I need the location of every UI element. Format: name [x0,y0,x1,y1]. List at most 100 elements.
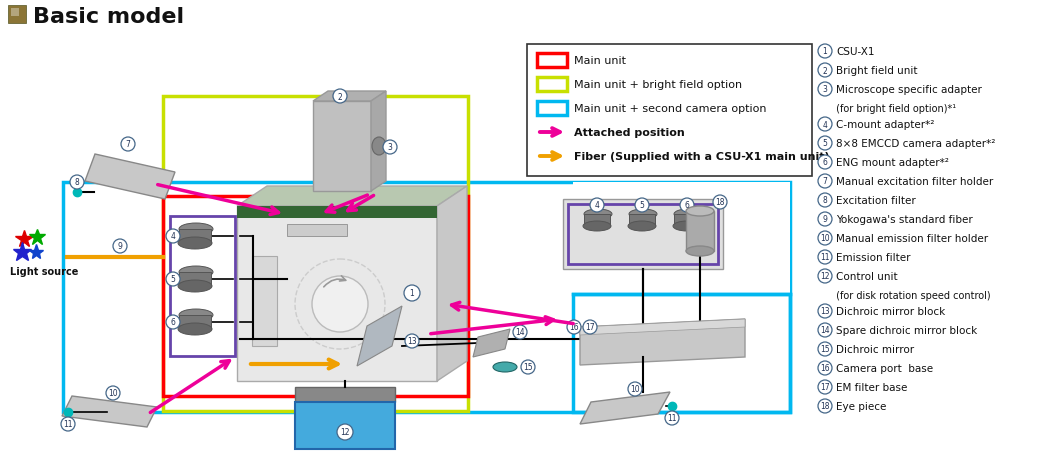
Text: 14: 14 [515,328,525,337]
Bar [237,207,437,381]
Circle shape [628,382,642,396]
Text: C-mount adapter*²: C-mount adapter*² [836,120,934,130]
Bar [527,45,812,177]
Polygon shape [580,319,745,365]
Text: Fiber (Supplied with a CSU-X1 main unit): Fiber (Supplied with a CSU-X1 main unit) [574,152,829,162]
Text: 4: 4 [171,232,176,241]
Bar [179,315,211,329]
Circle shape [818,380,832,394]
Text: Spare dichroic mirror block: Spare dichroic mirror block [836,325,977,335]
Circle shape [166,315,180,329]
Circle shape [818,342,832,356]
Polygon shape [313,92,386,102]
Bar [686,211,714,251]
Bar [295,387,395,402]
Text: 18: 18 [820,402,830,411]
Text: 10: 10 [630,385,640,394]
Text: 7: 7 [823,177,827,186]
Text: (for disk rotation speed control): (for disk rotation speed control) [833,290,990,300]
Text: 6: 6 [171,318,176,327]
Circle shape [70,176,84,189]
Ellipse shape [674,209,701,219]
Text: CSU-X1: CSU-X1 [836,47,874,57]
Ellipse shape [178,280,211,292]
Text: 15: 15 [820,345,830,354]
Circle shape [383,141,397,155]
Circle shape [567,320,581,334]
Polygon shape [473,329,510,357]
Circle shape [166,229,180,244]
Circle shape [333,90,347,104]
Ellipse shape [629,209,658,219]
Ellipse shape [179,267,213,278]
Circle shape [818,269,832,283]
Circle shape [818,250,832,265]
Text: 18: 18 [715,198,725,207]
Text: 12: 12 [820,272,830,281]
Bar [537,78,567,92]
Bar [629,215,655,227]
Text: Camera port  base: Camera port base [836,363,933,373]
Text: Excitation filter: Excitation filter [836,196,916,206]
Text: 6: 6 [685,201,689,210]
Circle shape [591,198,604,213]
Circle shape [818,399,832,413]
Text: (for bright field option)*¹: (for bright field option)*¹ [833,104,956,114]
Bar [237,207,437,218]
Circle shape [818,213,832,227]
Ellipse shape [372,138,386,156]
Text: Light source: Light source [10,267,79,277]
Ellipse shape [583,221,611,231]
Circle shape [634,198,649,213]
Bar [563,199,723,269]
Circle shape [61,417,75,431]
Text: Manual excitation filter holder: Manual excitation filter holder [836,177,994,187]
Ellipse shape [628,221,656,231]
Bar [537,54,567,68]
Text: 2: 2 [337,92,342,101]
Ellipse shape [178,323,211,335]
Text: 4: 4 [823,120,827,129]
Circle shape [665,411,680,425]
Text: Main unit: Main unit [574,56,626,66]
Text: 8: 8 [823,196,827,205]
Text: 12: 12 [340,427,350,436]
Text: Yokogawa's standard fiber: Yokogawa's standard fiber [836,215,973,225]
Ellipse shape [179,309,213,321]
Text: 16: 16 [820,364,830,373]
Circle shape [121,138,135,152]
Text: 13: 13 [820,307,830,316]
Text: 10: 10 [820,234,830,243]
Circle shape [818,231,832,246]
Circle shape [312,277,367,332]
Text: 11: 11 [63,420,72,428]
Bar [573,183,790,296]
Text: Bright field unit: Bright field unit [836,66,917,76]
Text: 9: 9 [117,242,122,251]
Circle shape [113,239,127,253]
Bar [170,217,235,356]
Bar [584,215,610,227]
Circle shape [818,156,832,169]
Circle shape [513,325,527,339]
Circle shape [818,64,832,78]
Text: Manual emission filter holder: Manual emission filter holder [836,234,988,244]
Bar [287,225,347,237]
Bar [8,6,26,24]
Circle shape [818,83,832,97]
Text: 7: 7 [126,140,131,149]
Ellipse shape [493,362,517,372]
Circle shape [680,198,694,213]
Text: 5: 5 [823,139,827,148]
Bar [295,402,395,449]
Text: 5: 5 [171,275,176,284]
Ellipse shape [178,238,211,249]
Text: 3: 3 [823,85,827,94]
Text: Emission filter: Emission filter [836,252,911,262]
Circle shape [818,175,832,188]
Bar [63,183,790,412]
Text: 11: 11 [820,253,830,262]
Circle shape [405,334,419,348]
Text: Main unit + bright field option: Main unit + bright field option [574,80,742,90]
Circle shape [404,286,420,301]
